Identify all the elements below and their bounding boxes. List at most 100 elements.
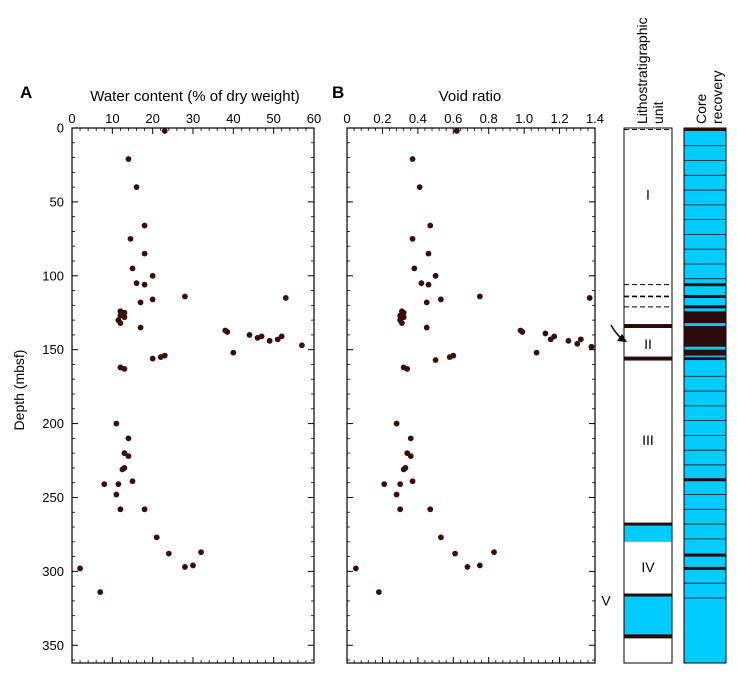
core-recovery-column: Core recovery	[683, 70, 727, 664]
x-tick-label: 50	[266, 111, 280, 126]
data-point	[129, 478, 136, 485]
data-point	[409, 478, 416, 485]
core-thick-line	[684, 294, 726, 298]
data-point	[533, 349, 540, 356]
data-point	[409, 235, 416, 242]
data-point	[121, 309, 128, 316]
data-point	[352, 565, 359, 572]
core-thick-line	[684, 478, 726, 482]
data-point	[437, 296, 444, 303]
core-dark-block	[684, 349, 726, 356]
litho-solid-boundary	[624, 634, 672, 639]
data-point	[282, 295, 289, 301]
data-point	[133, 280, 140, 287]
litho-unit-label: IV	[641, 559, 655, 575]
litho-title-line-1: Lithostratigraphic	[634, 17, 650, 124]
x-tick-label: 1.4	[586, 111, 604, 126]
panel-b-points	[352, 128, 595, 595]
data-point	[432, 272, 439, 279]
litho-solid-boundary	[624, 324, 672, 329]
core-thick-line	[684, 127, 726, 131]
y-tick-label: 100	[42, 268, 64, 283]
data-point	[375, 589, 382, 595]
y-tick-label: 250	[42, 490, 64, 505]
data-point	[588, 343, 595, 350]
data-point	[547, 336, 554, 343]
litho-frame	[623, 127, 673, 664]
data-point	[133, 184, 140, 191]
data-point	[423, 324, 430, 331]
data-point	[121, 314, 128, 321]
data-point	[425, 250, 432, 257]
data-point	[190, 562, 196, 569]
data-point	[574, 340, 581, 347]
litho-unit-label: II	[644, 336, 652, 352]
data-point	[399, 320, 405, 326]
data-point	[423, 299, 430, 306]
data-point	[418, 280, 425, 287]
data-point	[137, 299, 144, 306]
data-point	[258, 333, 265, 340]
data-point	[224, 329, 231, 335]
data-point	[115, 481, 122, 488]
core-thick-line	[684, 357, 726, 361]
y-axis-title: Depth (mbsf)	[11, 350, 27, 431]
data-point	[125, 435, 132, 442]
x-tick-label: 0.6	[444, 111, 462, 126]
panel-b: B Void ratio 0 0.2 0.4 0.6 0.8 1.0 1.2 1.4	[332, 83, 604, 664]
data-point	[127, 235, 134, 242]
y-tick-label: 200	[42, 416, 64, 431]
data-point	[149, 296, 156, 303]
data-point	[393, 491, 400, 498]
x-tick-label: 1.2	[551, 111, 569, 126]
core-frame	[683, 127, 727, 664]
data-point	[137, 324, 144, 331]
data-point	[165, 550, 172, 557]
data-point	[141, 250, 148, 257]
core-thick-line	[684, 305, 726, 309]
panel-a: A Water content (% of dry weight) Depth …	[11, 83, 321, 664]
data-point	[299, 342, 305, 349]
data-point	[149, 272, 156, 279]
core-thick-line	[684, 553, 726, 557]
core-dark-block	[684, 311, 726, 324]
data-point	[113, 420, 120, 427]
panel-a-label: A	[20, 83, 32, 102]
x-tick-label: 0.8	[480, 111, 498, 126]
y-tick-label: 50	[50, 194, 64, 209]
data-point	[125, 453, 132, 459]
data-point	[119, 466, 126, 473]
data-point	[453, 128, 460, 134]
core-thick-line	[684, 283, 726, 287]
data-point	[519, 329, 526, 335]
data-point	[416, 184, 423, 191]
data-point	[121, 365, 128, 372]
data-point	[381, 481, 388, 488]
x-tick-label: 0	[68, 111, 75, 126]
data-point	[246, 332, 253, 338]
data-point	[129, 265, 136, 272]
data-point	[397, 481, 404, 488]
y-tick-label: 300	[42, 564, 64, 579]
x-tick-label: 60	[307, 111, 321, 126]
data-point	[141, 281, 148, 288]
x-tick-label: 30	[186, 111, 200, 126]
data-point	[182, 564, 188, 570]
data-point	[278, 333, 285, 340]
y-tick-label: 150	[42, 342, 64, 357]
data-point	[409, 156, 416, 162]
data-point	[141, 506, 148, 513]
litho-unit-label: V	[601, 592, 611, 608]
litho-boundary-iv-base	[624, 593, 672, 597]
data-point	[400, 466, 407, 473]
data-point	[427, 222, 434, 229]
panel-a-points	[77, 128, 305, 595]
data-point	[427, 506, 434, 513]
litho-unit-label: III	[642, 432, 654, 448]
data-point	[101, 481, 108, 488]
data-point	[542, 330, 549, 337]
panel-a-x-axis-title: Water content (% of dry weight)	[90, 88, 300, 105]
